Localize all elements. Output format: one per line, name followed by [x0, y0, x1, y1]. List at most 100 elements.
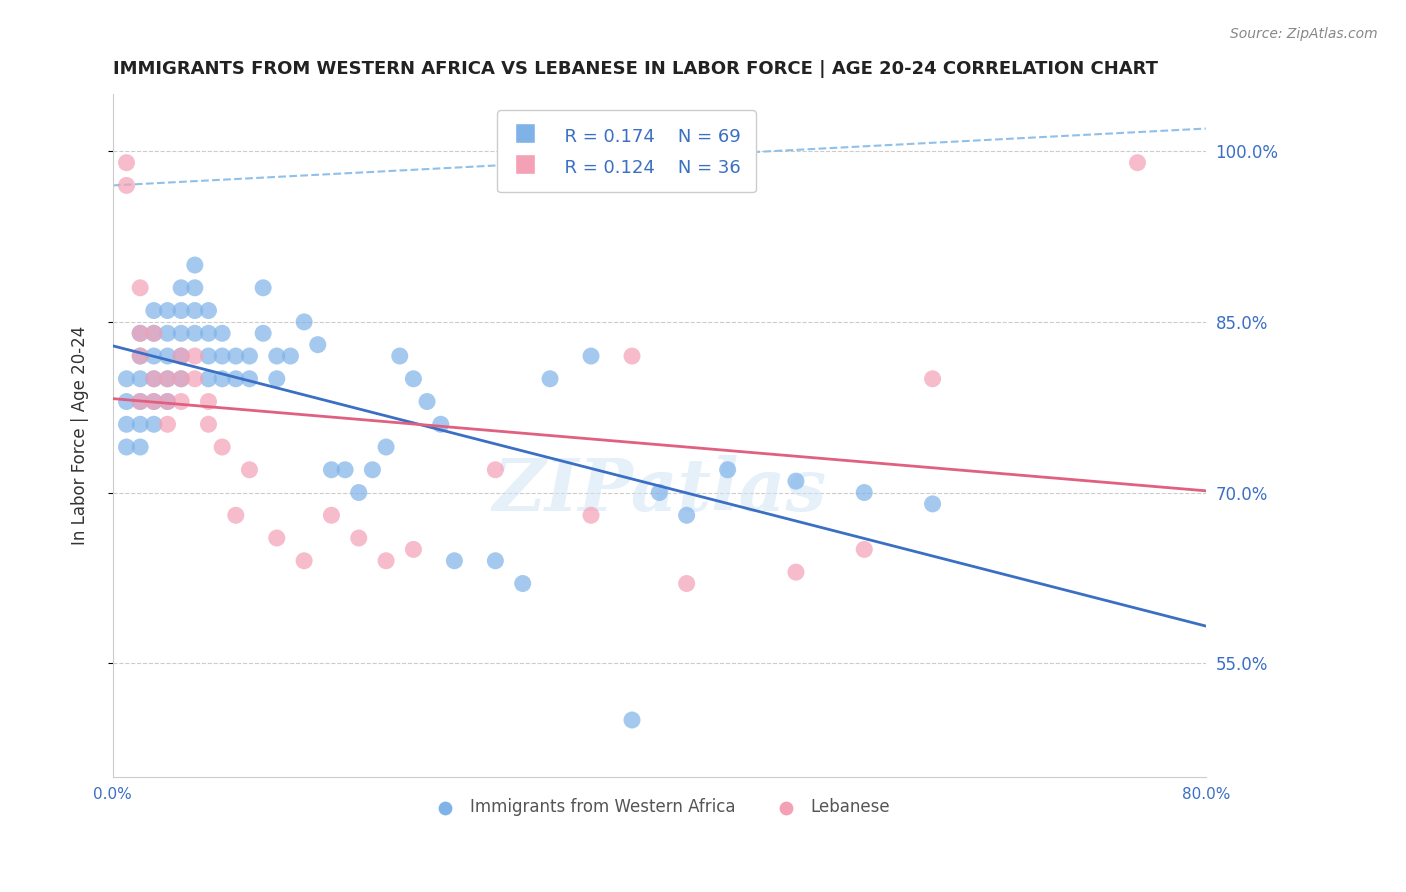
Point [402, 372, 425, 386]
Point [170, 349, 193, 363]
Point [388, 349, 411, 363]
Point [184, 349, 207, 363]
Point [266, 349, 288, 363]
Point [197, 303, 219, 318]
Point [717, 463, 740, 477]
Point [321, 508, 343, 523]
Point [184, 303, 207, 318]
Point [375, 554, 398, 568]
Point [266, 531, 288, 545]
Point [156, 303, 179, 318]
Point [225, 372, 247, 386]
Point [307, 337, 329, 351]
Point [225, 349, 247, 363]
Point [512, 576, 534, 591]
Point [375, 440, 398, 454]
Point [197, 394, 219, 409]
Text: ZIPatlas: ZIPatlas [492, 455, 827, 525]
Point [184, 326, 207, 341]
Point [129, 394, 152, 409]
Point [280, 349, 302, 363]
Point [115, 372, 138, 386]
Point [129, 417, 152, 432]
Legend: Immigrants from Western Africa, Lebanese: Immigrants from Western Africa, Lebanese [422, 792, 897, 823]
Point [115, 440, 138, 454]
Point [429, 417, 451, 432]
Point [142, 394, 165, 409]
Point [1126, 155, 1149, 169]
Point [170, 349, 193, 363]
Point [115, 155, 138, 169]
Point [292, 315, 315, 329]
Point [142, 372, 165, 386]
Point [170, 372, 193, 386]
Point [621, 713, 644, 727]
Point [142, 326, 165, 341]
Point [142, 349, 165, 363]
Point [675, 508, 697, 523]
Point [156, 372, 179, 386]
Point [211, 440, 233, 454]
Point [785, 474, 807, 488]
Point [238, 463, 260, 477]
Point [170, 326, 193, 341]
Point [252, 326, 274, 341]
Point [921, 372, 943, 386]
Point [853, 485, 876, 500]
Point [402, 542, 425, 557]
Point [211, 372, 233, 386]
Point [129, 281, 152, 295]
Point [921, 497, 943, 511]
Point [648, 485, 671, 500]
Point [197, 349, 219, 363]
Point [156, 372, 179, 386]
Point [675, 576, 697, 591]
Point [197, 417, 219, 432]
Point [156, 394, 179, 409]
Point [170, 372, 193, 386]
Point [184, 281, 207, 295]
Point [238, 372, 260, 386]
Point [333, 463, 356, 477]
Point [484, 463, 506, 477]
Point [142, 326, 165, 341]
Point [170, 394, 193, 409]
Point [184, 258, 207, 272]
Point [538, 372, 561, 386]
Point [211, 349, 233, 363]
Point [156, 417, 179, 432]
Y-axis label: In Labor Force | Age 20-24: In Labor Force | Age 20-24 [72, 326, 89, 545]
Point [621, 349, 644, 363]
Point [579, 349, 602, 363]
Point [347, 531, 370, 545]
Point [184, 372, 207, 386]
Point [129, 372, 152, 386]
Point [170, 281, 193, 295]
Point [321, 463, 343, 477]
Point [115, 417, 138, 432]
Point [361, 463, 384, 477]
Text: Source: ZipAtlas.com: Source: ZipAtlas.com [1230, 27, 1378, 41]
Point [579, 508, 602, 523]
Point [785, 565, 807, 579]
Point [156, 349, 179, 363]
Point [347, 485, 370, 500]
Point [211, 326, 233, 341]
Point [266, 372, 288, 386]
Point [129, 394, 152, 409]
Point [170, 303, 193, 318]
Point [197, 326, 219, 341]
Point [142, 394, 165, 409]
Point [142, 303, 165, 318]
Point [129, 349, 152, 363]
Point [129, 440, 152, 454]
Text: IMMIGRANTS FROM WESTERN AFRICA VS LEBANESE IN LABOR FORCE | AGE 20-24 CORRELATIO: IMMIGRANTS FROM WESTERN AFRICA VS LEBANE… [112, 60, 1159, 78]
Point [225, 508, 247, 523]
Point [142, 417, 165, 432]
Point [156, 394, 179, 409]
Point [484, 554, 506, 568]
Point [115, 394, 138, 409]
Point [142, 372, 165, 386]
Point [129, 326, 152, 341]
Point [252, 281, 274, 295]
